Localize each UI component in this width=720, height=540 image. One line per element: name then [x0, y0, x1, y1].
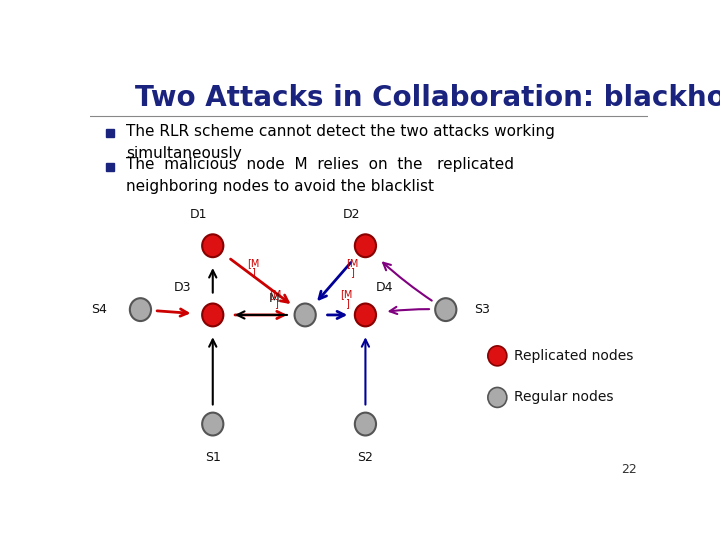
- Text: Two Attacks in Collaboration: blackhole & replication: Two Attacks in Collaboration: blackhole …: [135, 84, 720, 112]
- Ellipse shape: [130, 298, 151, 321]
- Text: S1: S1: [204, 451, 221, 464]
- Ellipse shape: [202, 303, 223, 326]
- Ellipse shape: [202, 234, 223, 257]
- Text: [M
]: [M ]: [341, 289, 353, 308]
- Text: Replicated nodes: Replicated nodes: [514, 349, 634, 363]
- Text: simultaneously: simultaneously: [126, 146, 242, 161]
- Text: [M
]: [M ]: [269, 289, 282, 308]
- Text: neighboring nodes to avoid the blacklist: neighboring nodes to avoid the blacklist: [126, 179, 434, 194]
- Text: D3: D3: [174, 281, 191, 294]
- Text: Regular nodes: Regular nodes: [514, 390, 613, 404]
- Ellipse shape: [355, 413, 376, 435]
- Text: S2: S2: [358, 451, 374, 464]
- Ellipse shape: [488, 346, 507, 366]
- Text: S3: S3: [474, 303, 490, 316]
- Text: D2: D2: [343, 208, 360, 221]
- Text: The RLR scheme cannot detect the two attacks working: The RLR scheme cannot detect the two att…: [126, 124, 555, 139]
- Ellipse shape: [488, 388, 507, 407]
- Text: M: M: [269, 292, 280, 305]
- Text: 22: 22: [621, 463, 637, 476]
- Text: D4: D4: [377, 281, 394, 294]
- Ellipse shape: [355, 303, 376, 326]
- Text: The  malicious  node  M  relies  on  the   replicated: The malicious node M relies on the repli…: [126, 157, 514, 172]
- Text: [M
]: [M ]: [346, 259, 359, 277]
- Ellipse shape: [355, 234, 376, 257]
- Text: S4: S4: [91, 303, 107, 316]
- Ellipse shape: [294, 303, 316, 326]
- Text: D1: D1: [190, 208, 207, 221]
- Ellipse shape: [435, 298, 456, 321]
- Ellipse shape: [202, 413, 223, 435]
- Text: [M
]: [M ]: [247, 259, 260, 277]
